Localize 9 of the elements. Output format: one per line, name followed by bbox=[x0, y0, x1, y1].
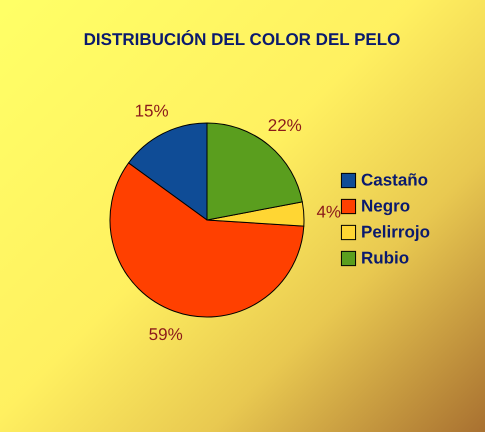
legend-label: Rubio bbox=[361, 248, 410, 268]
data-label: 15% bbox=[134, 101, 169, 120]
data-label: 59% bbox=[148, 324, 183, 344]
legend-label: Negro bbox=[361, 196, 410, 216]
chart-title: DISTRIBUCIÓN DEL COLOR DEL PELO bbox=[84, 29, 400, 49]
legend-label: Castaño bbox=[361, 170, 428, 190]
data-label: 22% bbox=[268, 116, 302, 135]
legend-label: Pelirrojo bbox=[361, 222, 430, 242]
data-label: 4% bbox=[316, 202, 342, 222]
